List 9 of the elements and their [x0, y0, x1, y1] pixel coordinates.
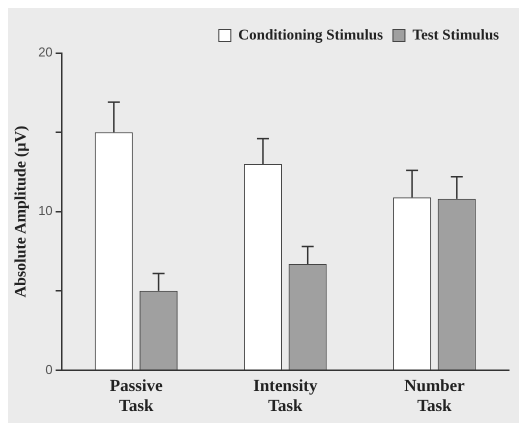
- y-tick-label: 10: [38, 203, 53, 218]
- legend-label: Conditioning Stimulus: [238, 27, 384, 44]
- legend-label: Test Stimulus: [412, 27, 500, 44]
- x-tick-label: Number Task: [404, 376, 466, 416]
- x-tick-label: Intensity Task: [253, 376, 318, 416]
- y-axis-title: Absolute Amplitude (µV): [12, 126, 30, 298]
- y-tick-label: 0: [45, 362, 53, 377]
- x-tick-label: Passive Task: [110, 376, 164, 416]
- y-tick-label: 20: [38, 44, 53, 60]
